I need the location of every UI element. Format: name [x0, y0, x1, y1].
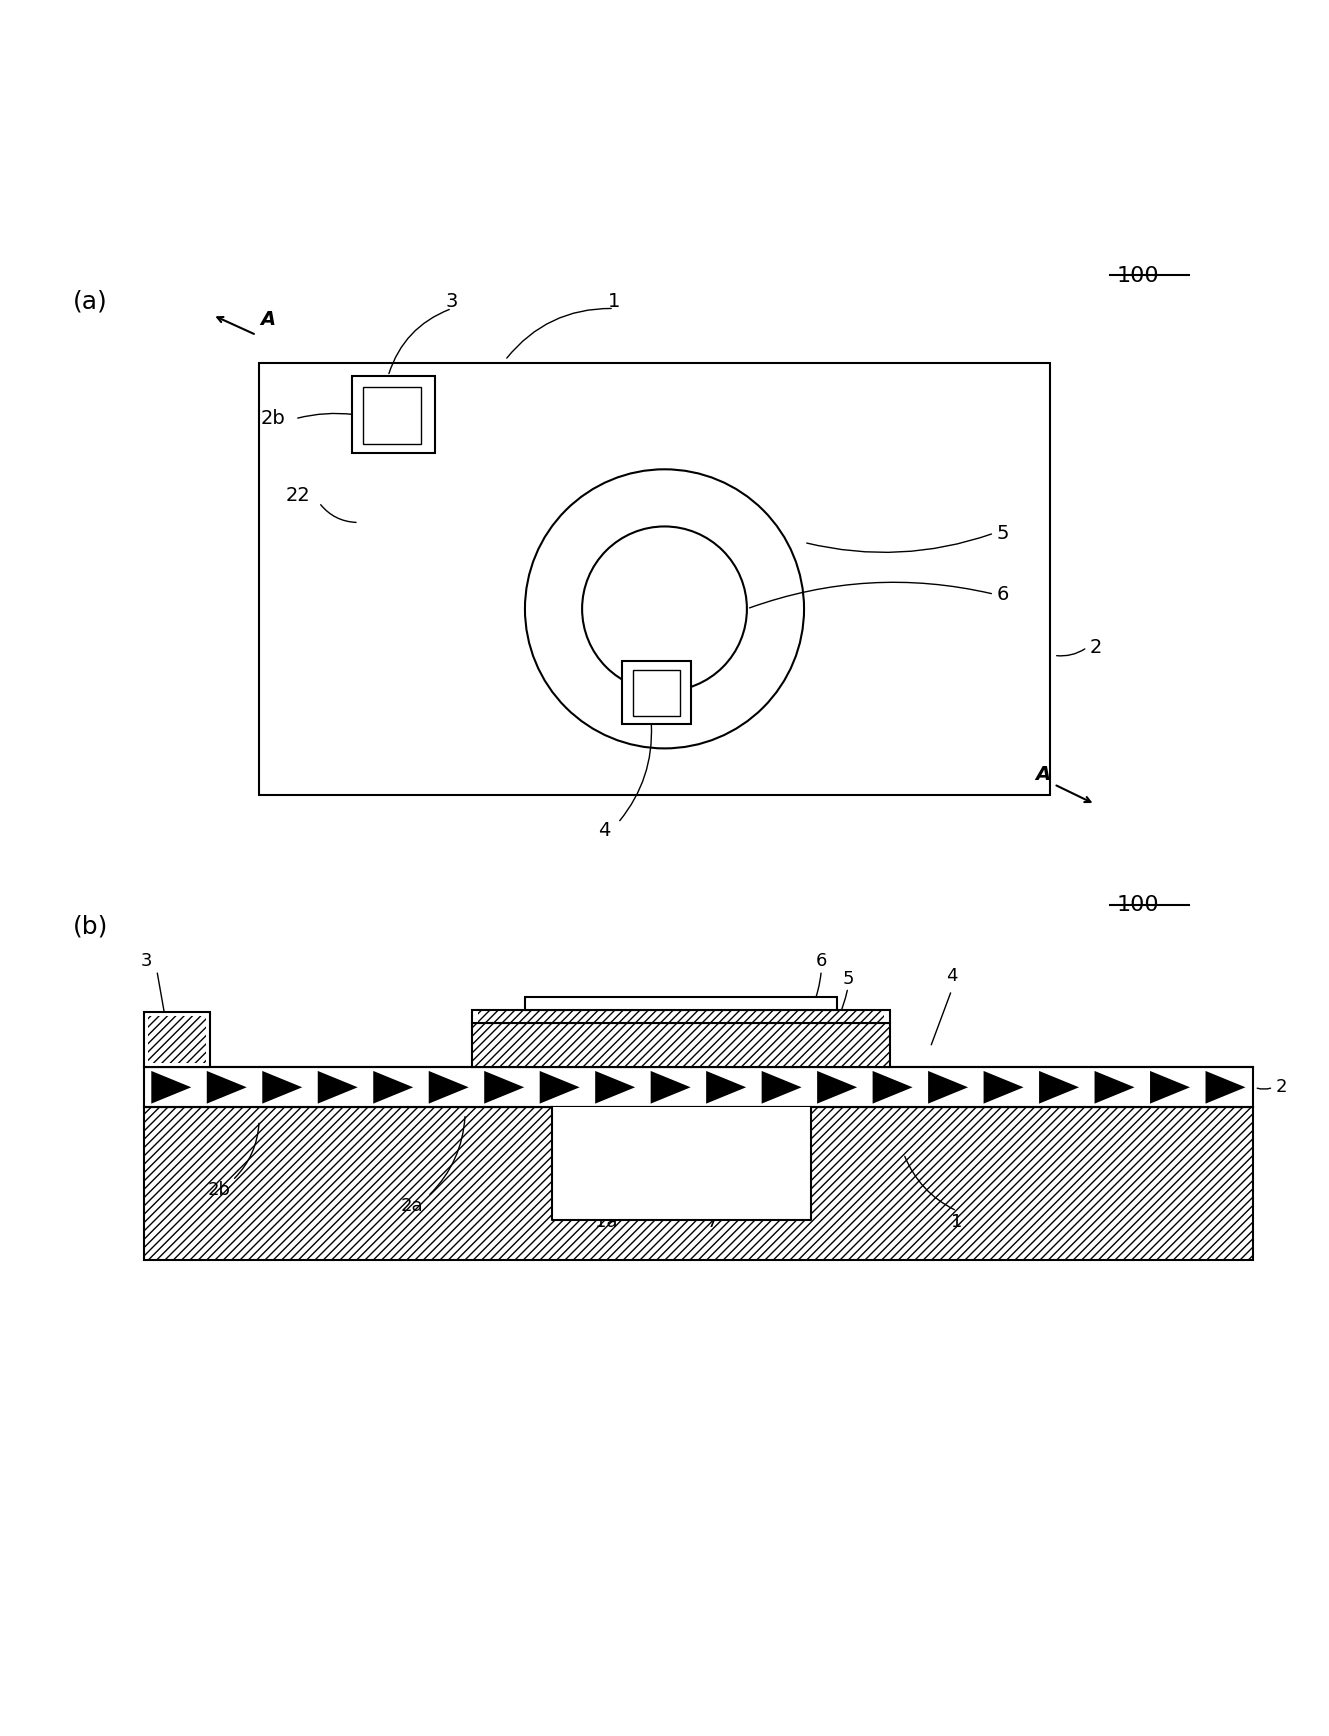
Polygon shape — [429, 1071, 469, 1104]
Polygon shape — [983, 1071, 1023, 1104]
Bar — [352, 377, 435, 453]
Polygon shape — [873, 1071, 913, 1104]
Polygon shape — [1039, 1071, 1079, 1104]
Bar — [144, 1108, 1253, 1260]
Polygon shape — [484, 1071, 524, 1104]
Text: 2: 2 — [1276, 1078, 1288, 1097]
Text: 100: 100 — [1116, 894, 1159, 915]
Polygon shape — [651, 1071, 691, 1104]
Polygon shape — [373, 1071, 413, 1104]
Text: 3: 3 — [445, 292, 459, 311]
Bar — [525, 996, 837, 1010]
Bar — [363, 387, 421, 444]
Polygon shape — [1205, 1071, 1245, 1104]
Bar — [148, 1016, 206, 1064]
Text: 2b: 2b — [260, 410, 286, 429]
Polygon shape — [318, 1071, 358, 1104]
Text: 1a: 1a — [595, 1212, 617, 1231]
Polygon shape — [540, 1071, 579, 1104]
Bar — [472, 1024, 890, 1068]
Polygon shape — [207, 1071, 247, 1104]
Bar — [144, 1108, 1253, 1260]
Polygon shape — [706, 1071, 746, 1104]
Text: A: A — [1035, 766, 1050, 785]
Bar — [472, 1024, 890, 1068]
Polygon shape — [817, 1071, 857, 1104]
Text: 2a: 2a — [400, 1196, 424, 1215]
Text: 7: 7 — [707, 1212, 718, 1231]
Text: 2b: 2b — [207, 1180, 231, 1198]
Text: 3: 3 — [141, 953, 152, 970]
Text: 100: 100 — [1116, 266, 1159, 286]
Bar — [622, 661, 691, 724]
Text: A: A — [260, 309, 275, 328]
Bar — [259, 363, 1050, 795]
Polygon shape — [762, 1071, 801, 1104]
Text: (b): (b) — [73, 915, 109, 939]
Text: 4: 4 — [946, 967, 957, 984]
Bar — [478, 1010, 884, 1024]
Text: (a): (a) — [73, 290, 108, 314]
Bar — [144, 1068, 1253, 1108]
Text: 22: 22 — [286, 486, 311, 505]
Bar — [633, 670, 680, 717]
Bar — [472, 1010, 890, 1024]
Text: 5: 5 — [997, 524, 1009, 543]
Text: 1: 1 — [952, 1212, 962, 1231]
Bar — [144, 1012, 210, 1068]
Polygon shape — [152, 1071, 191, 1104]
Text: 6: 6 — [997, 585, 1009, 604]
Polygon shape — [262, 1071, 302, 1104]
Text: 6: 6 — [816, 953, 827, 970]
Bar — [552, 1108, 811, 1220]
Polygon shape — [595, 1071, 635, 1104]
Polygon shape — [1095, 1071, 1135, 1104]
Text: 5: 5 — [843, 970, 853, 988]
Text: 1: 1 — [607, 292, 621, 311]
Polygon shape — [928, 1071, 968, 1104]
Text: 2: 2 — [1090, 637, 1102, 656]
Polygon shape — [1150, 1071, 1189, 1104]
Text: 4: 4 — [598, 821, 611, 840]
